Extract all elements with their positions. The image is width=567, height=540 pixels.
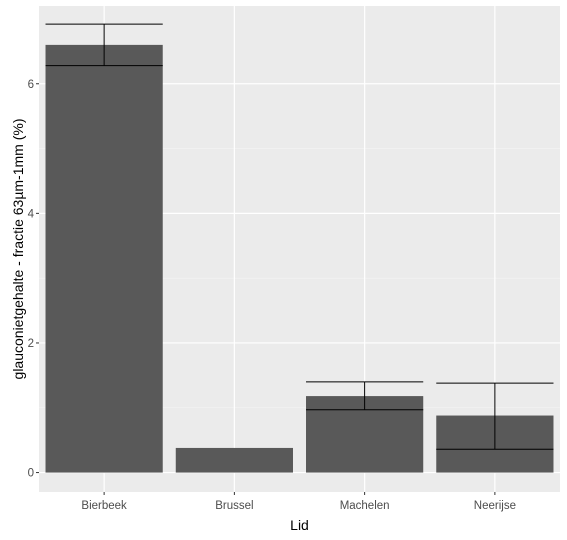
x-tick-label: Brussel: [215, 500, 253, 512]
y-tick-label: 4: [28, 208, 35, 220]
error-bar-bierbeek: [45, 23, 163, 67]
y-axis: 0 2 4 6: [28, 79, 39, 480]
bar-brussel: [175, 447, 293, 473]
x-tick-label: Bierbeek: [81, 500, 127, 512]
y-tick-label: 2: [28, 338, 34, 350]
x-tick-label: Neerijse: [474, 500, 516, 512]
error-bar-neerijse: [436, 382, 554, 450]
x-axis: Bierbeek Brussel Machelen Neerijse: [81, 492, 516, 512]
x-tick-label: Machelen: [340, 500, 390, 512]
error-bar-machelen: [306, 381, 424, 411]
error-bars: [45, 23, 554, 450]
x-axis-title: Lid: [290, 517, 309, 533]
y-tick-label: 6: [28, 79, 34, 91]
y-axis-title: glauconietgehalte - fractie 63µm-1mm (%): [10, 119, 26, 380]
bar-bierbeek: [45, 44, 163, 473]
y-tick-label: 0: [28, 468, 34, 480]
